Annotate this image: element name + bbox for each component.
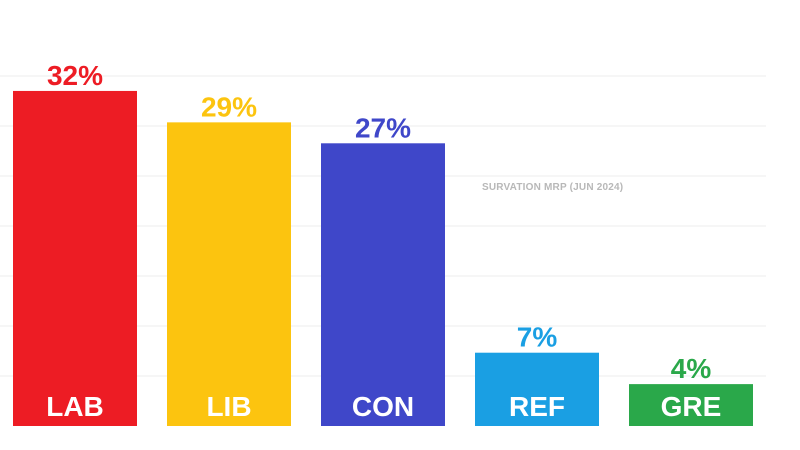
value-label-con: 27% (355, 112, 411, 143)
bar-lib (167, 122, 291, 427)
bar-lab (13, 90, 137, 427)
bars-group: 32% LAB 29% LIB 27% CON 7% REF 4% GRE (13, 60, 753, 427)
value-label-gre: 4% (671, 353, 712, 384)
source-annotation: SURVATION MRP (JUN 2024) (482, 182, 623, 193)
category-label-lib: LIB (206, 391, 251, 422)
category-label-lab: LAB (46, 391, 104, 422)
category-label-con: CON (352, 391, 414, 422)
value-label-lib: 29% (201, 91, 257, 122)
value-label-ref: 7% (517, 322, 558, 353)
bar-con (321, 143, 445, 426)
bar-gre (629, 384, 753, 426)
value-label-lab: 32% (47, 60, 103, 91)
bar-ref (475, 352, 599, 426)
category-label-ref: REF (509, 391, 565, 422)
category-label-gre: GRE (661, 391, 722, 422)
